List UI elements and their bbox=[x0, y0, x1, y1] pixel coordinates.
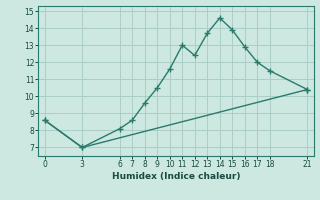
X-axis label: Humidex (Indice chaleur): Humidex (Indice chaleur) bbox=[112, 172, 240, 181]
